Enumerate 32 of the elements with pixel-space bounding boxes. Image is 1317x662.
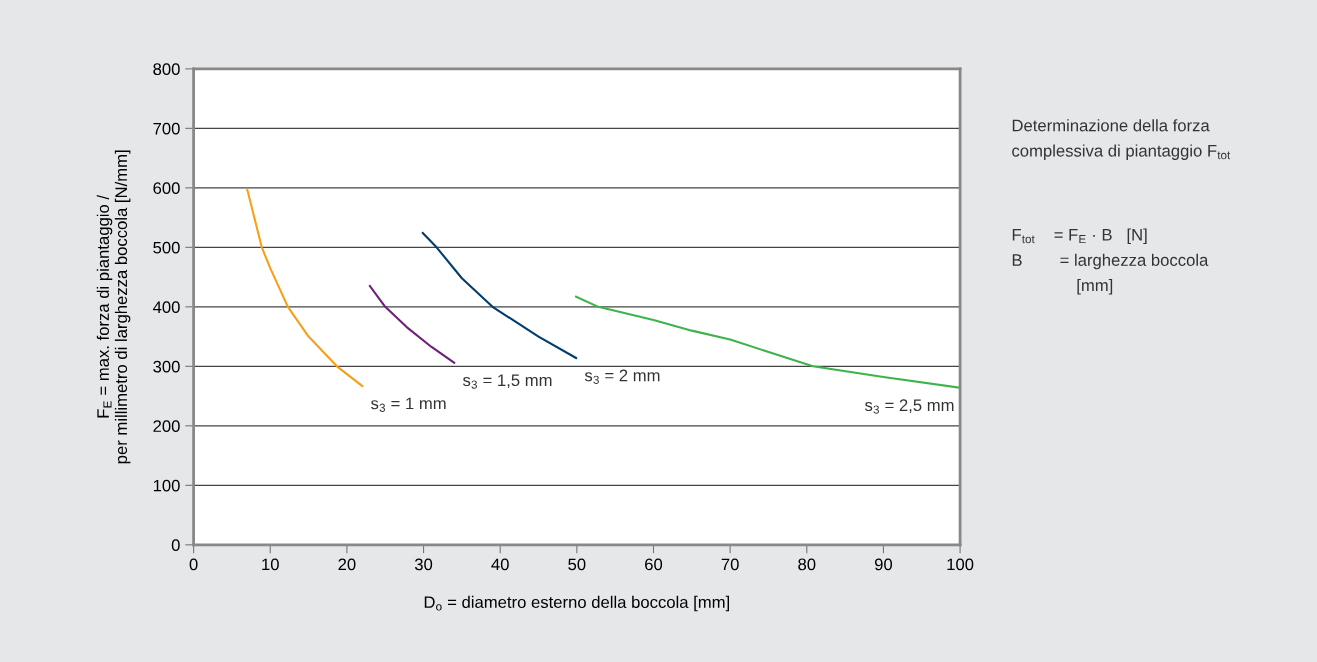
x-tick-label: 100 — [947, 558, 974, 571]
series-label: s$_{3}$ = 1,5 mm — [463, 374, 552, 389]
x-axis-title: D$_{o}$ = diametro esterno della boccola [mm] — [424, 595, 729, 612]
series-label: s$_{3}$ = 2,5 mm — [865, 399, 954, 414]
series-label: s$_{3}$ = 1 mm — [371, 397, 446, 412]
x-tick-label: 70 — [721, 558, 739, 571]
y-tick-label: 500 — [153, 241, 180, 254]
y-tick-label: 400 — [152, 301, 180, 314]
y-tick-label: 100 — [153, 479, 180, 492]
x-tick-label: 80 — [798, 558, 816, 571]
line-series — [421, 232, 578, 360]
x-tick-label: 90 — [874, 558, 893, 571]
y-tick-label: 600 — [153, 182, 180, 195]
y-axis-title: F$_{E}$ = max. forza di piantaggio / per millimetro di larghezza boccola [N/mm] — [96, 150, 131, 464]
text: Determinazione della forza complessiva di piantaggio F$_{tot}$ — [1012, 119, 1231, 160]
x-tick-label: 60 — [645, 558, 663, 571]
y-tick-label: 700 — [153, 122, 180, 135]
y-tick-label: 800 — [153, 63, 180, 76]
text: F$_{tot}$ = F$_{E}$ · B [N] B = larghezza boccola [mm] — [1012, 228, 1209, 295]
x-tick-label: 10 — [262, 558, 279, 571]
x-tick-label: 0 — [189, 558, 198, 571]
line-series — [246, 188, 364, 388]
line-series — [368, 284, 456, 364]
x-tick-label: 40 — [491, 558, 509, 571]
y-tick-label: 200 — [153, 420, 180, 433]
x-tick-label: 30 — [414, 558, 433, 571]
y-tick-label: 0 — [171, 539, 180, 552]
line-series — [575, 295, 961, 389]
x-tick-label: 20 — [338, 558, 356, 571]
y-tick-label: 300 — [153, 360, 180, 373]
x-tick-label: 50 — [568, 558, 586, 571]
series-label: s$_{3}$ = 2 mm — [584, 369, 660, 384]
